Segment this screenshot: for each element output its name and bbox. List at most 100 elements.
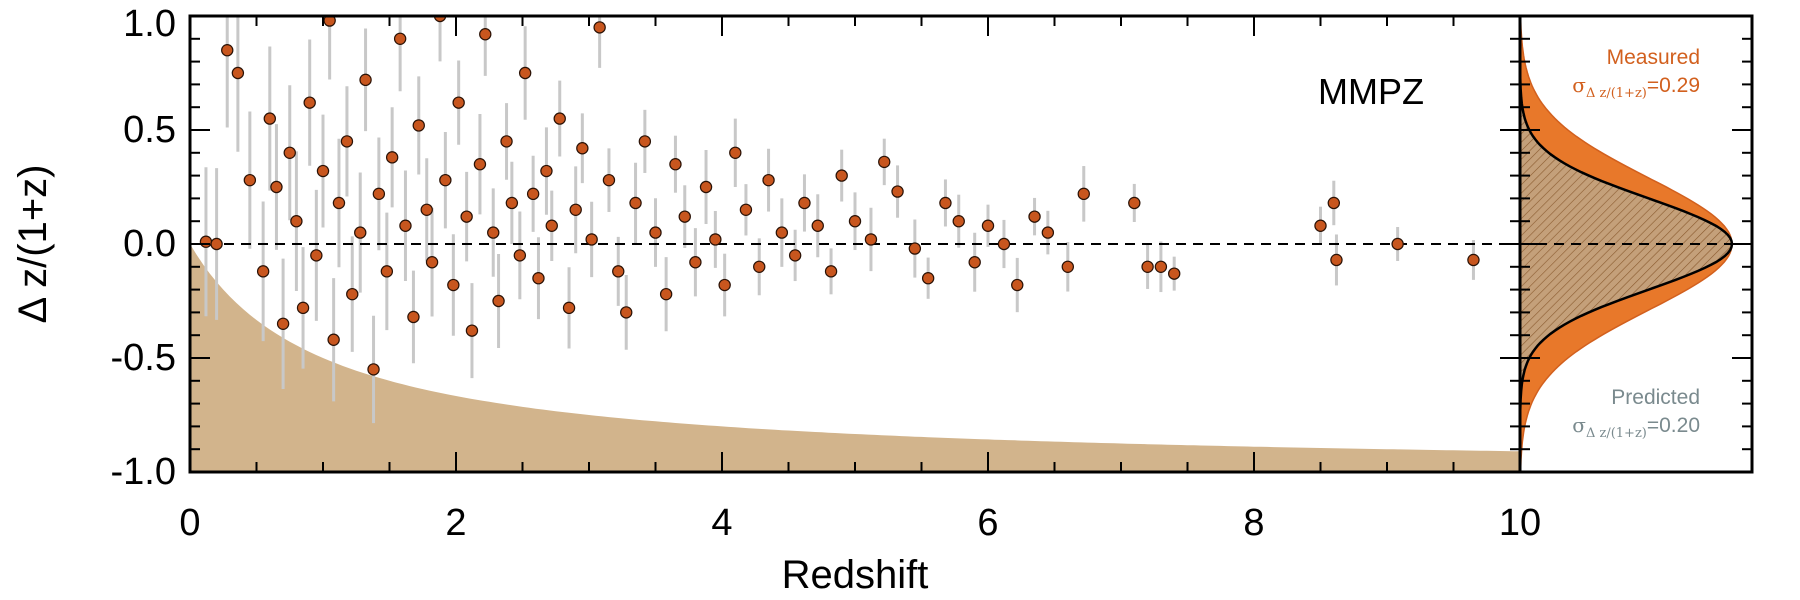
x-tick-label: 8: [1243, 502, 1264, 544]
y-tick-labels: -1.0 -0.5 0.0 0.5 1.0: [111, 3, 176, 493]
data-point: [952, 214, 965, 228]
data-point: [908, 242, 922, 255]
data-point: [231, 66, 245, 80]
data-point: [221, 44, 234, 57]
data-point: [540, 164, 553, 178]
data-point: [296, 301, 310, 315]
y-tick-label: -1.0: [111, 451, 176, 493]
data-point: [465, 324, 479, 337]
data-point: [505, 196, 519, 210]
data-point: [1061, 260, 1075, 273]
data-point: [569, 203, 582, 216]
x-tick-label: 4: [711, 502, 732, 544]
measured-sigma-value: =0.29: [1647, 74, 1700, 97]
data-point: [1167, 267, 1181, 280]
data-point: [243, 173, 257, 187]
data-point: [1327, 196, 1341, 210]
excluded-region: [190, 244, 1520, 472]
data-point: [532, 272, 545, 285]
data-point: [939, 196, 952, 210]
data-point: [718, 278, 731, 292]
data-point: [412, 119, 425, 132]
data-point: [699, 180, 713, 194]
measured-sigma-subscript: Δ z/(1+z): [1586, 86, 1647, 101]
errorbar-layer: [204, 16, 1475, 424]
y-tick-label: 0.0: [123, 223, 176, 265]
tick-mark-layer: [189, 15, 1752, 473]
y-tick-label: 0.5: [123, 109, 176, 151]
data-point: [1128, 196, 1141, 210]
data-point: [310, 249, 323, 262]
data-point: [256, 265, 270, 278]
measured-label: Measured: [1607, 46, 1700, 69]
data-point: [303, 96, 316, 109]
data-point: [981, 219, 995, 232]
data-point: [380, 265, 394, 278]
predicted-sigma: σΔ z/(1+z)=0.20: [1572, 413, 1700, 441]
data-point: [753, 260, 766, 273]
x-tick-label: 10: [1499, 502, 1541, 544]
x-axis-title: Redshift: [782, 553, 929, 597]
data-point: [473, 157, 487, 171]
data-point: [452, 96, 465, 109]
data-point: [518, 66, 532, 80]
data-point: [848, 214, 862, 228]
x-tick-labels: 0 2 4 6 8 10: [179, 502, 1541, 544]
data-point: [1467, 253, 1480, 267]
data-point: [878, 155, 891, 169]
data-point: [1330, 253, 1343, 267]
data-point: [612, 265, 625, 278]
data-point: [340, 135, 354, 148]
data-point: [359, 73, 372, 87]
predicted-sigma-subscript: Δ z/(1+z): [1586, 426, 1647, 441]
data-point: [562, 301, 576, 315]
x-tick-label: 2: [445, 502, 466, 544]
data-point: [775, 226, 789, 239]
data-point: [367, 363, 380, 376]
data-point: [372, 187, 386, 201]
data-point: [788, 249, 802, 262]
data-point: [669, 157, 682, 171]
data-point: [576, 142, 589, 155]
data-point: [283, 146, 296, 159]
predicted-label: Predicted: [1611, 386, 1700, 409]
data-point: [479, 28, 492, 41]
data-point: [1141, 260, 1154, 273]
data-point: [420, 203, 433, 216]
data-point: [1011, 278, 1024, 292]
data-point: [659, 287, 673, 301]
data-point: [513, 249, 527, 262]
data-point: [263, 112, 276, 125]
data-point: [323, 16, 336, 27]
data-point: [649, 226, 662, 239]
data-point: [447, 278, 460, 292]
data-point: [327, 333, 340, 346]
data-point: [526, 187, 540, 201]
data-point: [439, 173, 452, 187]
data-point: [354, 226, 367, 239]
data-point: [276, 317, 290, 330]
predicted-sigma-symbol: σ: [1572, 413, 1586, 437]
data-point: [500, 135, 513, 148]
data-point: [593, 21, 606, 34]
data-point: [1391, 237, 1404, 251]
data-point: [602, 173, 616, 187]
data-point: [407, 310, 420, 324]
data-point: [393, 32, 407, 46]
data-point: [425, 256, 439, 269]
data-point: [346, 287, 359, 301]
data-point: [460, 210, 473, 223]
data-point: [332, 196, 346, 210]
data-point: [270, 180, 283, 194]
measured-sigma: σΔ z/(1+z)=0.29: [1572, 73, 1700, 101]
data-point: [798, 196, 811, 210]
y-tick-label: 1.0: [123, 3, 176, 45]
data-point: [487, 226, 500, 239]
data-point: [316, 164, 330, 178]
data-point: [638, 135, 652, 148]
data-point: [921, 272, 935, 285]
data-point: [997, 237, 1011, 251]
data-point: [689, 256, 702, 269]
x-tick-label: 6: [977, 502, 998, 544]
